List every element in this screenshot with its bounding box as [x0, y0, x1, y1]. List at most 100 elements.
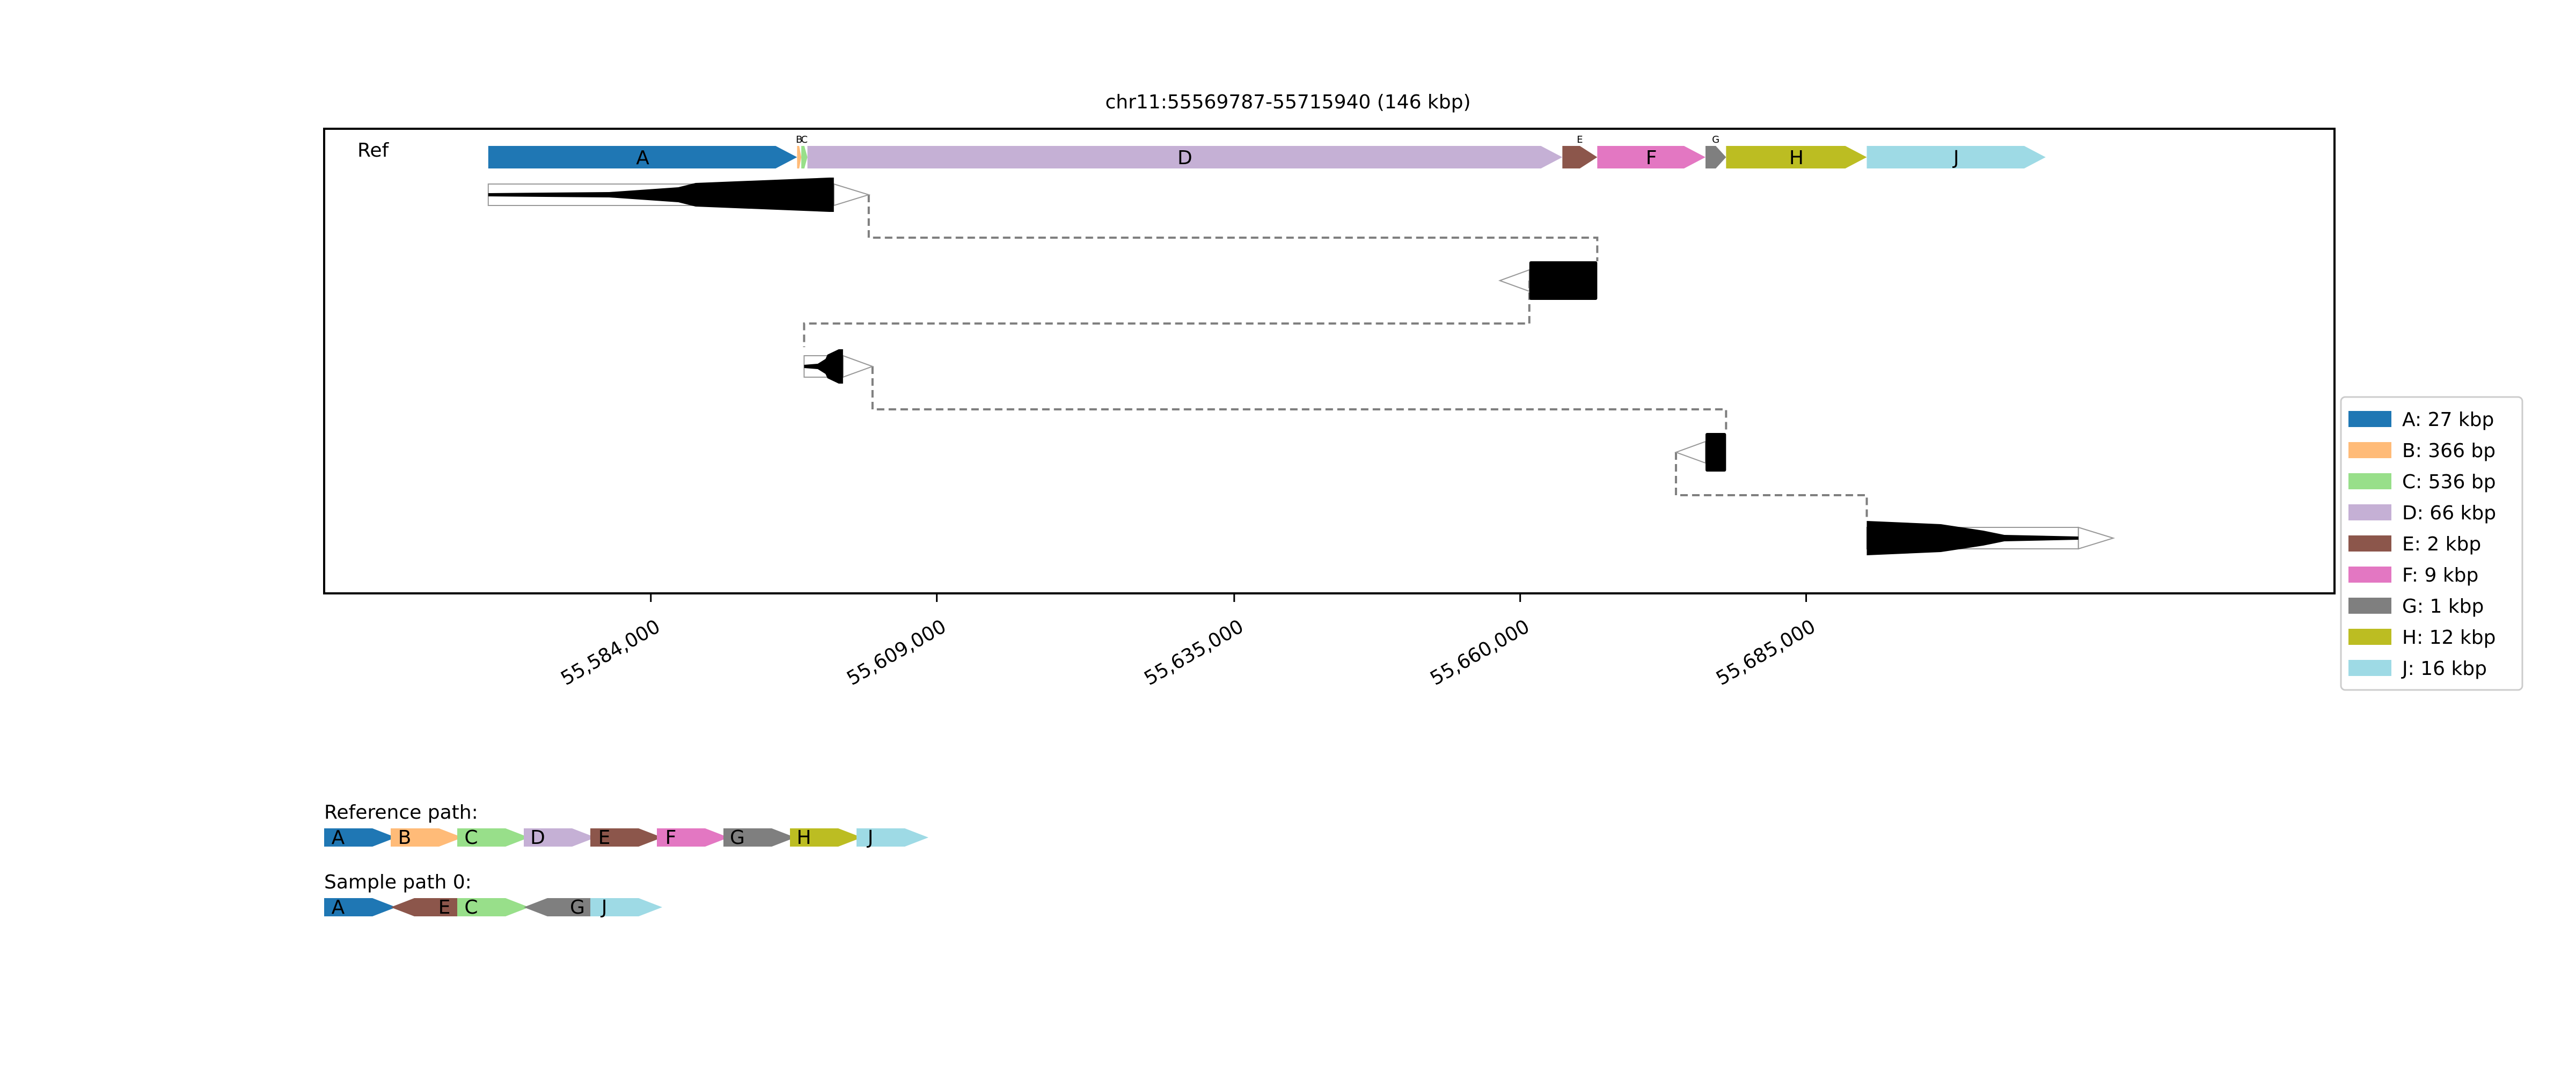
ref-segment-label-e: E	[1577, 134, 1583, 145]
samplepath-segment-label: G	[570, 896, 585, 918]
alignment-coverage	[1867, 521, 2079, 555]
ref-segment-h	[1726, 146, 1867, 168]
legend-label-e: E: 2 kbp	[2402, 533, 2481, 555]
samplepath-segment-label: C	[464, 896, 478, 918]
alignment-rows	[487, 178, 2116, 555]
legend-label-g: G: 1 kbp	[2402, 596, 2484, 618]
x-axis: 55,584,000 55,609,000 55,635,000 55,660,000…	[557, 593, 1819, 690]
sample-path-label: Sample path 0:	[324, 871, 472, 893]
ref-segment-b	[797, 146, 802, 168]
legend-swatch-a	[2348, 411, 2391, 427]
alignment-coverage	[488, 178, 834, 212]
refpath-segment-label: J	[867, 827, 874, 849]
legend-label-f: F: 9 kbp	[2402, 564, 2478, 586]
ref-segment-label-h: H	[1789, 147, 1804, 169]
refpath-segment-g	[723, 828, 795, 847]
refpath-segment-label: F	[665, 827, 677, 849]
alignment-tip	[1674, 440, 1706, 464]
legend-label-j: J: 16 kbp	[2401, 658, 2487, 680]
connector-2	[871, 366, 1728, 433]
samplepath-segment-label: J	[601, 896, 608, 918]
ref-segment-e	[1562, 146, 1598, 168]
legend-swatch-f	[2348, 567, 2391, 583]
samplepath-segment-e	[391, 898, 457, 916]
legend-box	[2340, 396, 2523, 691]
alignment-tip	[2077, 526, 2116, 550]
ref-segment-a	[488, 146, 797, 168]
ref-segment-c	[801, 146, 808, 168]
x-tick-label: 55,609,000	[843, 615, 950, 690]
figure-title: chr11:55569787-55715940 (146 kbp)	[1105, 91, 1470, 113]
legend-swatch-j	[2348, 660, 2391, 676]
x-tick-label: 55,660,000	[1426, 615, 1533, 690]
ref-segment-label-d: D	[1177, 147, 1192, 169]
legend-label-c: C: 536 bp	[2402, 471, 2496, 493]
refpath-segment-h	[790, 828, 862, 847]
alignment-tip	[833, 183, 871, 207]
x-tick-label: 55,685,000	[1713, 615, 1819, 690]
legend-swatch-h	[2348, 629, 2391, 645]
ref-segment-d	[807, 146, 1563, 168]
samplepath-segment-j	[590, 898, 662, 916]
reference-segment-track: A BC D E F G H J	[488, 134, 2046, 169]
alignment-row-3	[1674, 433, 1726, 472]
samplepath-segment-label: E	[438, 896, 451, 918]
legend-label-h: H: 12 kbp	[2402, 627, 2496, 649]
legend-swatch-c	[2348, 473, 2391, 489]
ref-segment-label-b: B	[796, 134, 802, 145]
alignment-row-2	[803, 349, 874, 384]
refpath-segment-label: E	[598, 827, 611, 849]
refpath-segment-b	[391, 828, 463, 847]
alignment-row-1	[1498, 261, 1598, 300]
legend-swatch-d	[2348, 504, 2391, 520]
alignment-coverage	[1705, 433, 1726, 472]
legend-swatch-g	[2348, 598, 2391, 614]
ref-segment-g	[1705, 146, 1726, 168]
refpath-segment-e	[590, 828, 662, 847]
ref-segment-label-f: F	[1646, 147, 1657, 169]
plot-frame	[323, 128, 2336, 594]
refpath-segment-j	[857, 828, 928, 847]
alignment-tip	[842, 355, 874, 378]
refpath-segment-c	[457, 828, 529, 847]
legend-label-d: D: 66 kbp	[2402, 502, 2496, 524]
connector-1	[803, 281, 1531, 347]
samplepath-segment-a	[324, 898, 396, 916]
ref-segment-label-c: C	[801, 134, 808, 145]
ref-segment-label-a: A	[636, 147, 649, 169]
refpath-segment-label: A	[332, 827, 345, 849]
refpath-segment-f	[657, 828, 729, 847]
samplepath-segment-g	[524, 898, 590, 916]
ref-segment-f	[1597, 146, 1706, 168]
legend-label-a: A: 27 kbp	[2402, 409, 2494, 431]
ref-track-label: Ref	[357, 139, 390, 161]
connector-0	[867, 195, 1599, 261]
alignment-coverage	[1529, 261, 1598, 300]
segment-legend: A: 27 kbp B: 366 bp C: 536 bp D: 66 kbp E: 2…	[2340, 396, 2523, 691]
refpath-segment-label: G	[730, 827, 745, 849]
refpath-segment-label: H	[796, 827, 811, 849]
refpath-segment-d	[524, 828, 596, 847]
x-tick-label: 55,584,000	[557, 615, 664, 690]
samplepath-segment-c	[457, 898, 529, 916]
ref-segment-j	[1867, 146, 2046, 168]
ref-segment-label-j: J	[1952, 147, 1959, 169]
alignment-coverage	[804, 349, 843, 384]
ref-segment-label-g: G	[1712, 134, 1719, 145]
refpath-segment-label: C	[464, 827, 478, 849]
x-tick-label: 55,635,000	[1140, 615, 1247, 690]
alignment-connectors	[803, 195, 1868, 519]
alignment-row-4	[1866, 521, 2116, 555]
legend-label-b: B: 366 bp	[2402, 440, 2496, 462]
alignment-row-0	[487, 178, 871, 212]
refpath-segment-label: D	[530, 827, 545, 849]
legend-swatch-e	[2348, 535, 2391, 552]
reference-path-label: Reference path:	[324, 802, 478, 824]
samplepath-segment-label: A	[332, 896, 345, 918]
refpath-segment-a	[324, 828, 396, 847]
legend-swatch-b	[2348, 442, 2391, 458]
refpath-segment-label: B	[398, 827, 412, 849]
